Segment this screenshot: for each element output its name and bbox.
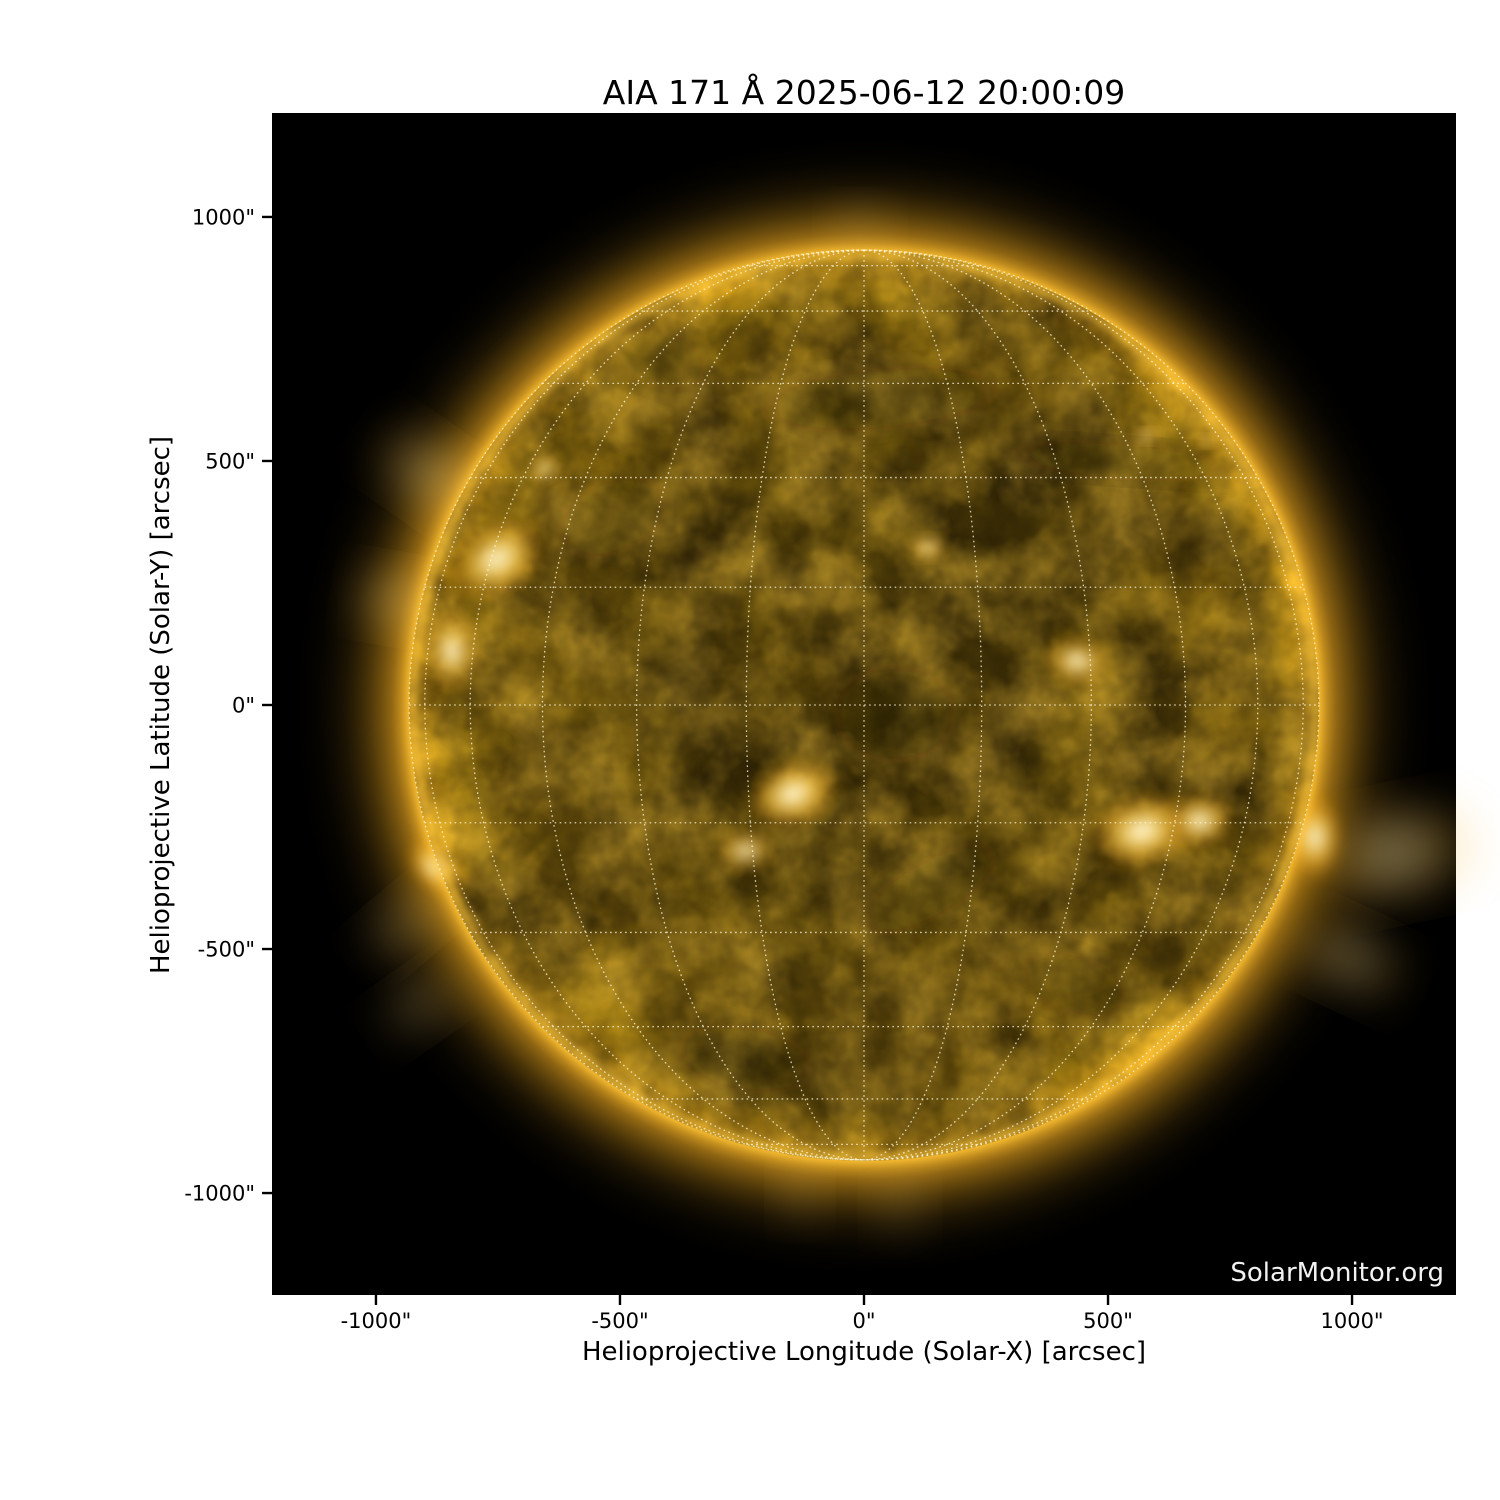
x-tick-label: 1000": [1320, 1309, 1383, 1333]
corona-fan: [1301, 791, 1489, 916]
active-region: [1133, 427, 1159, 445]
x-tick-label: -1000": [341, 1309, 412, 1333]
corona-fan: [370, 961, 470, 1047]
active-region: [446, 514, 548, 604]
corona-fan: [1284, 908, 1417, 1010]
dark-feature: [660, 1016, 829, 1101]
grid-meridian-line: [745, 249, 865, 1161]
grid-meridian-line: [469, 249, 865, 1161]
dark-feature: [730, 358, 1030, 440]
active-region: [716, 828, 776, 873]
active-region: [1164, 793, 1235, 849]
active-regions-layer: [406, 427, 1345, 896]
grid-limb-circle: [408, 249, 1320, 1161]
y-tick-label: 500": [205, 449, 255, 473]
dark-feature: [546, 466, 679, 568]
heliographic-grid: [408, 249, 1320, 1161]
x-tick-label: 500": [1083, 1309, 1133, 1333]
y-axis-ticks: 1000" 500" 0" -500" -1000": [184, 205, 272, 1206]
dark-feature: [820, 653, 971, 774]
grid-meridian-line: [863, 249, 1259, 1161]
y-tick-label: 1000": [192, 205, 255, 229]
corona-fan: [864, 1149, 936, 1249]
plot-area: SolarMonitor.org: [272, 113, 1489, 1295]
limb-brightening-ring: [409, 251, 1319, 1161]
dark-feature: [1008, 943, 1142, 1025]
active-region: [1197, 433, 1217, 449]
x-axis-ticks: -1000" -500" 0" 500" 1000": [341, 1295, 1384, 1333]
grid-meridian-line: [635, 249, 865, 1161]
dark-feature: [602, 320, 718, 398]
dark-feature: [845, 832, 1015, 946]
figure-title: AIA 171 Å 2025-06-12 20:00:09: [603, 72, 1125, 112]
y-tick-label: 0": [232, 694, 255, 718]
y-tick-label: -500": [198, 938, 255, 962]
corona-fan: [770, 1144, 830, 1235]
y-axis-label: Helioprojective Latitude (Solar-Y) [arcs…: [146, 436, 176, 974]
grid-meridian-line: [541, 249, 865, 1161]
active-region: [1043, 634, 1112, 688]
active-region: [526, 452, 564, 485]
x-axis-label: Helioprojective Longitude (Solar-X) [arc…: [582, 1337, 1146, 1367]
grid-meridian-line: [863, 249, 983, 1161]
dark-feature: [970, 436, 1270, 486]
watermark-text: SolarMonitor.org: [1230, 1258, 1444, 1288]
grid-meridian-line: [863, 249, 1093, 1161]
active-region: [424, 605, 480, 696]
x-tick-label: -500": [591, 1309, 648, 1333]
y-tick-label: -1000": [184, 1182, 255, 1206]
active-region: [746, 757, 840, 830]
corona-fan: [355, 878, 456, 971]
corona-fan: [820, 194, 901, 265]
x-tick-label: 0": [852, 1309, 875, 1333]
grid-meridian-line: [863, 249, 1187, 1161]
dark-features-layer: [546, 320, 1270, 1101]
active-region: [909, 533, 946, 563]
